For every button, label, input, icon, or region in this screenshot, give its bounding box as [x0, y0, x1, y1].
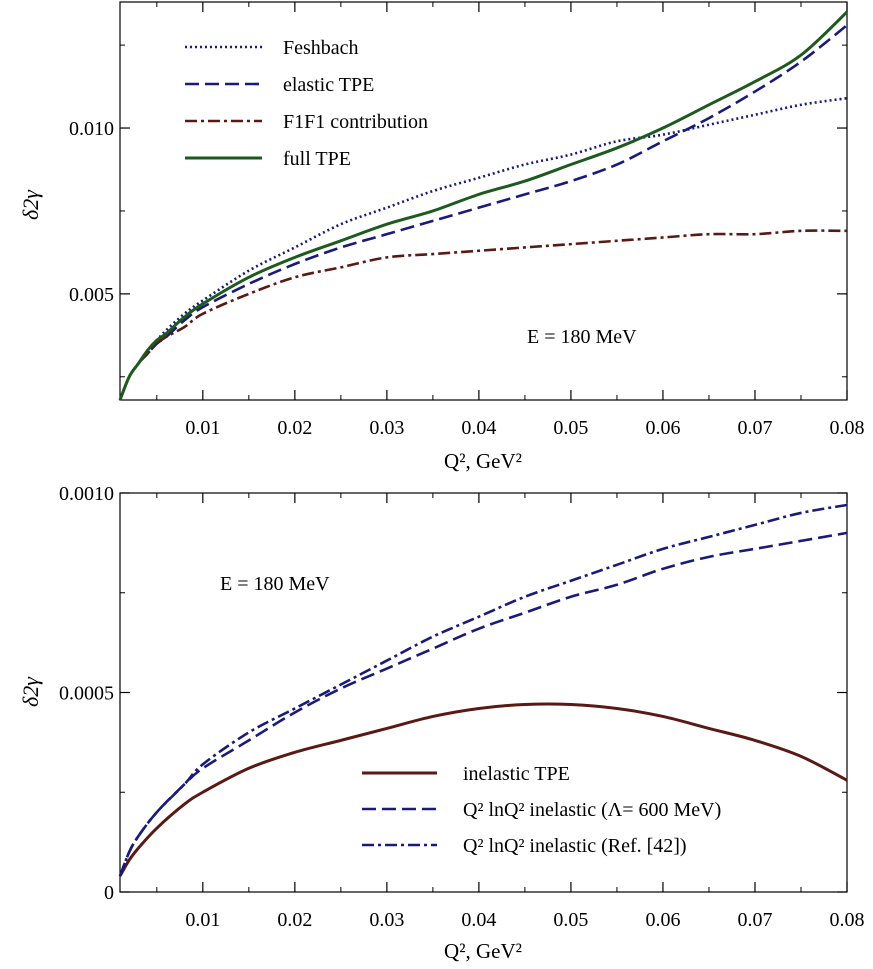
top-chart-panel: 0.01 0.02 0.03 0.04 0.05 0.06 0.07 0.08 0.005 0.0…	[18, 1, 865, 473]
bottom-chart-xtick-label: 0.01	[185, 909, 220, 931]
top-chart-ylabel: δ2γ	[18, 189, 43, 220]
bottom-chart-legend-label: Q² lnQ² inelastic (Λ= 600 MeV)	[463, 799, 721, 821]
bottom-chart-xtick-label: 0.02	[277, 909, 312, 931]
top-chart-series-line	[118, 96, 848, 401]
bottom-chart-ytick-label: 0.0010	[59, 483, 114, 505]
top-chart-legend-label: F1F1 contribution	[283, 111, 428, 133]
top-chart-xtick-label: 0.04	[461, 417, 496, 439]
top-chart-xtick-label: 0.07	[737, 417, 772, 439]
top-chart-series	[118, 10, 849, 401]
top-chart-xtick-label: 0.02	[277, 417, 312, 439]
top-chart-ticks: 0.01 0.02 0.03 0.04 0.05 0.06 0.07 0.08 0.005 0.0…	[69, 2, 865, 439]
top-chart-xtick-label: 0.05	[553, 417, 588, 439]
top-chart-ytick-label: 0.010	[69, 118, 114, 140]
top-chart-ytick-label: 0.005	[69, 284, 114, 306]
top-chart-legend-label: Feshbach	[283, 37, 359, 59]
bottom-chart-frame	[119, 492, 848, 893]
bottom-chart-legend-label: inelastic TPE	[463, 763, 570, 785]
bottom-chart-ytick-label: 0.0005	[59, 683, 114, 705]
top-chart-series-line	[118, 24, 848, 401]
bottom-chart-xtick-label: 0.08	[830, 909, 865, 931]
bottom-chart-xtick-label: 0.05	[553, 909, 588, 931]
top-chart-legend: Feshbach elastic TPE F1F1 contribution full…	[185, 37, 428, 170]
bottom-chart-panel: 0.01 0.02 0.03 0.04 0.05 0.06 0.07 0.08 0 0.0005 0…	[18, 483, 865, 963]
top-chart-xtick-label: 0.03	[369, 417, 404, 439]
bottom-chart-ytick-label: 0	[104, 882, 114, 904]
top-chart-xtick-label: 0.06	[645, 417, 680, 439]
bottom-chart-xtick-label: 0.03	[369, 909, 404, 931]
top-chart-frame	[119, 1, 848, 401]
bottom-chart-annotation: E = 180 MeV	[220, 573, 330, 595]
bottom-chart-series-line	[118, 531, 848, 877]
bottom-chart-xtick-label: 0.06	[645, 909, 680, 931]
bottom-chart-ylabel-text: δ2γ	[18, 676, 43, 707]
bottom-chart-xtick-label: 0.07	[737, 909, 772, 931]
top-chart-xtick-label: 0.01	[185, 417, 220, 439]
bottom-chart-series	[118, 503, 848, 877]
top-chart-xtick-label: 0.08	[830, 417, 865, 439]
bottom-chart-legend-label: Q² lnQ² inelastic (Ref. [42])	[463, 835, 687, 857]
top-chart-ylabel-text: δ2γ	[18, 189, 43, 220]
bottom-chart-legend: inelastic TPE Q² lnQ² inelastic (Λ= 600 M…	[362, 763, 721, 857]
top-chart-legend-label: full TPE	[283, 148, 351, 170]
top-chart-series-line	[118, 229, 848, 401]
bottom-chart-ylabel: δ2γ	[18, 676, 43, 707]
top-chart-xlabel: Q², GeV²	[444, 449, 522, 473]
top-chart-annotation: E = 180 MeV	[527, 326, 637, 348]
top-chart-series-line	[118, 10, 849, 401]
bottom-chart-series-line	[118, 503, 848, 877]
bottom-chart-xtick-label: 0.04	[461, 909, 496, 931]
bottom-chart-series-line	[118, 702, 848, 877]
bottom-chart-ticks: 0.01 0.02 0.03 0.04 0.05 0.06 0.07 0.08 0 0.0005 0…	[59, 483, 865, 931]
top-chart-legend-label: elastic TPE	[283, 74, 374, 96]
bottom-chart-xlabel: Q², GeV²	[444, 939, 522, 963]
